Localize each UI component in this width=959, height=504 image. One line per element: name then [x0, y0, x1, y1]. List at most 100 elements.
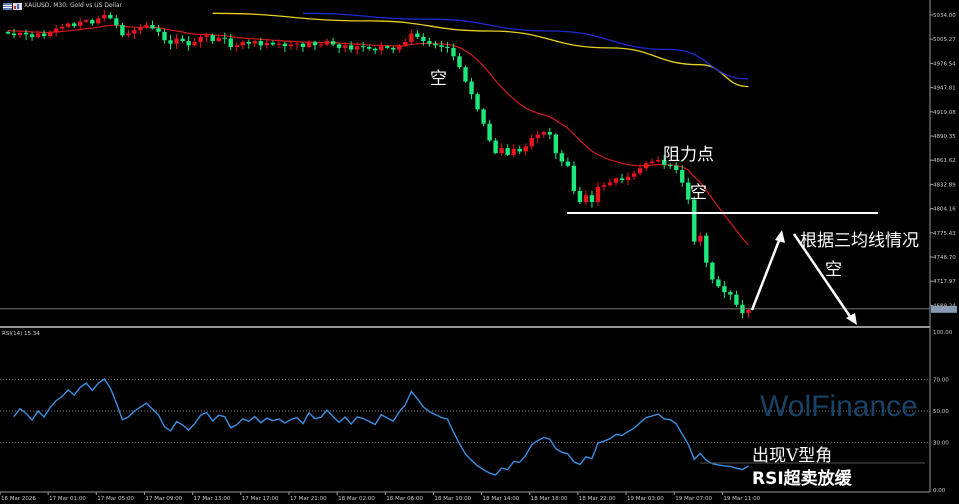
time-tick-label: 18 Mar 06:00 — [386, 496, 423, 502]
chart-settings-icon[interactable] — [13, 3, 22, 10]
candle-body — [505, 148, 510, 155]
candle-body — [53, 28, 59, 32]
candle-body — [318, 44, 324, 46]
price-tick-label: 4775.43 — [933, 231, 956, 237]
candle-body — [415, 33, 420, 37]
candle-body — [619, 178, 625, 181]
candle-body — [186, 41, 191, 46]
candle-body — [559, 153, 565, 162]
candle-body — [643, 163, 649, 169]
annotation-short-3: 空 — [825, 260, 842, 280]
candle-body — [367, 47, 372, 49]
rsi-tick-label: 30.00 — [933, 441, 949, 447]
candle-body — [595, 186, 601, 202]
candle-body — [475, 94, 480, 110]
candle-body — [246, 41, 251, 44]
candle-body — [704, 235, 709, 263]
candle-body — [102, 15, 107, 19]
candle-body — [354, 46, 360, 50]
candle-body — [108, 15, 113, 19]
candle-body — [11, 33, 17, 36]
drawings — [0, 212, 957, 464]
candle-body — [607, 182, 613, 186]
current-price-marker — [931, 305, 957, 313]
arrow-up-line — [750, 237, 782, 311]
chart-grid — [0, 378, 930, 444]
price-tick-label: 5034.00 — [933, 13, 956, 19]
candle-body — [577, 191, 583, 202]
candle-body — [637, 168, 643, 174]
candle-body — [41, 33, 47, 37]
candle-body — [517, 148, 522, 152]
candle-body — [661, 159, 667, 165]
price-tick-label: 4919.08 — [933, 110, 956, 116]
candle-body — [680, 169, 685, 183]
time-tick-label: 17 Mar 17:00 — [242, 496, 279, 502]
rsi-tick-label: 100.00 — [933, 330, 953, 336]
price-tick-label: 5005.27 — [933, 37, 956, 43]
candle-body — [84, 20, 89, 22]
time-tick-label: 17 Mar 09:00 — [145, 496, 182, 502]
candle-body — [294, 43, 300, 45]
candle-body — [17, 32, 23, 36]
candle-body — [541, 132, 546, 135]
candle-body — [96, 18, 101, 24]
time-tick-label: 18 Mar 18:00 — [531, 496, 568, 502]
candle-body — [312, 41, 318, 46]
candle-body — [589, 195, 595, 202]
candle-body — [360, 46, 366, 48]
candle-body — [692, 199, 697, 242]
candle-body — [686, 182, 691, 200]
price-tick-label: 4717.97 — [933, 279, 956, 285]
candle-body — [668, 164, 673, 166]
candle-body — [457, 56, 462, 68]
candle-body — [180, 38, 185, 42]
candle-body — [529, 137, 534, 147]
arrow-down-head-icon — [846, 313, 857, 325]
candle-body — [379, 46, 384, 51]
time-tick-label: 18 Mar 02:00 — [338, 496, 375, 502]
candle-body — [348, 45, 354, 50]
candle-body — [252, 41, 258, 44]
rsi-panel — [13, 378, 749, 476]
annotation-three-ma: 根据三均线情况 — [800, 231, 919, 251]
candle-body — [728, 292, 733, 295]
candle-body — [601, 185, 607, 187]
candle-body — [336, 44, 342, 48]
candle-body — [324, 41, 330, 45]
candle-body — [120, 25, 125, 36]
moving-averages — [7, 12, 749, 246]
candle-body — [547, 132, 552, 135]
candle-body — [373, 48, 378, 51]
time-tick-label: 18 Mar 10:00 — [434, 496, 471, 502]
candle-body — [168, 40, 173, 44]
candle-body — [282, 43, 288, 47]
candle-body — [216, 37, 221, 42]
candle-body — [35, 33, 41, 37]
candle-body — [264, 42, 270, 46]
candle-body — [613, 178, 619, 183]
candle-body — [258, 41, 264, 46]
candle-body — [710, 262, 715, 280]
time-tick-label: 16 Mar 2026 — [1, 496, 36, 502]
price-tick-label: 4804.16 — [933, 207, 956, 213]
arrow-up-head-icon — [775, 230, 785, 243]
candle-body — [571, 165, 577, 192]
candle-body — [385, 46, 390, 48]
ma-fast-line — [7, 24, 749, 246]
candle-body — [397, 45, 402, 50]
chart-flag-icon[interactable] — [3, 3, 12, 10]
candle-body — [5, 31, 11, 34]
candle-body — [222, 37, 227, 39]
candle-body — [150, 25, 155, 29]
candle-body — [487, 123, 492, 141]
candle-body — [156, 28, 161, 32]
candle-body — [445, 47, 450, 49]
candle-body — [403, 41, 408, 46]
candle-body — [698, 235, 703, 242]
candle-body — [625, 176, 631, 181]
time-tick-label: 18 Mar 14:00 — [483, 496, 520, 502]
candle-body — [655, 159, 661, 162]
